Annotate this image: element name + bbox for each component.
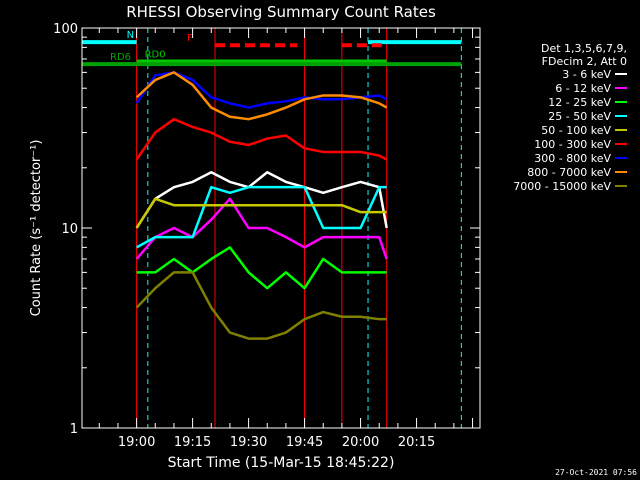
legend-label: 300 - 800 keV (534, 152, 611, 165)
series-line (135, 271, 387, 340)
y-tick-label: 10 (61, 222, 78, 237)
timestamp-label: 27-Oct-2021 07:56 (555, 468, 637, 477)
x-tick-label: 19:00 (118, 435, 155, 450)
y-tick-label: 1 (70, 422, 78, 437)
legend-label: 50 - 100 keV (541, 124, 611, 137)
chart-title: RHESSI Observing Summary Count Rates (126, 3, 436, 21)
legend-header: FDecim 2, Att 0 (542, 55, 627, 68)
series-line (135, 117, 388, 161)
legend-label: 12 - 25 keV (548, 96, 611, 109)
series-line (135, 71, 388, 121)
x-tick-label: 20:00 (342, 435, 379, 450)
x-tick-label: 19:30 (230, 435, 267, 450)
legend-label: 3 - 6 keV (562, 68, 611, 81)
series-line (135, 170, 388, 229)
legend-label: 25 - 50 keV (548, 110, 611, 123)
x-tick-label: 20:15 (398, 435, 435, 450)
legend-label: 6 - 12 keV (555, 82, 611, 95)
series-line (136, 246, 387, 290)
series-line (135, 197, 387, 229)
flag-label: RD6 (110, 52, 131, 63)
flag-label: RD0 (145, 49, 166, 60)
series-line (135, 71, 388, 109)
legend-header: Det 1,3,5,6,7,9, (541, 42, 627, 55)
legend-label: 800 - 7000 keV (527, 166, 611, 179)
y-axis-label: Count Rate (s⁻¹ detector⁻¹) (29, 140, 44, 317)
x-tick-label: 19:45 (286, 435, 323, 450)
flag-label: N (127, 30, 134, 41)
x-axis-label: Start Time (15-Mar-15 18:45:22) (168, 455, 395, 471)
y-tick-label: 100 (53, 22, 78, 37)
legend-label: 7000 - 15000 keV (513, 180, 611, 193)
legend-label: 100 - 300 keV (534, 138, 611, 151)
flag-label: F (187, 33, 193, 44)
series-line (135, 197, 388, 260)
x-tick-label: 19:15 (174, 435, 211, 450)
series-line (136, 185, 387, 249)
